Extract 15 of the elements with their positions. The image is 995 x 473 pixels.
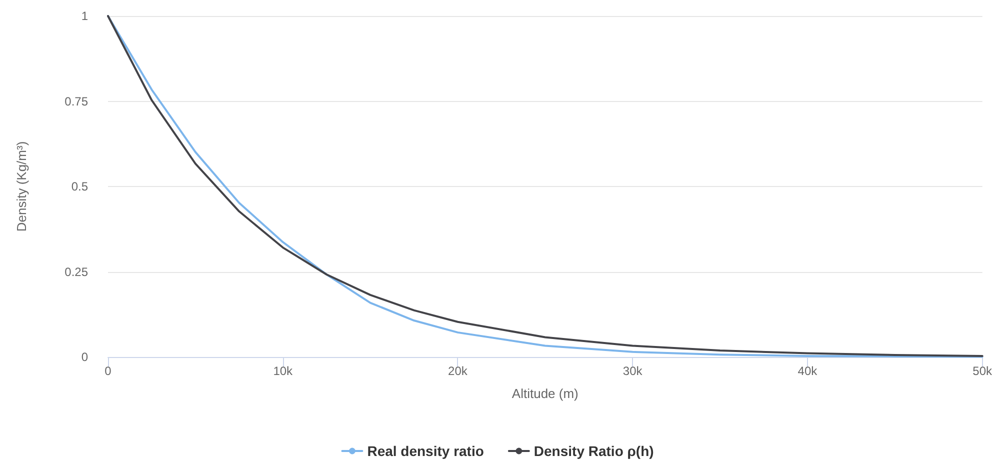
x-tick-label: 40k bbox=[798, 364, 818, 378]
x-tick-label: 10k bbox=[273, 364, 294, 378]
x-tick-label: 30k bbox=[622, 364, 644, 378]
x-tick-label: 20k bbox=[448, 364, 468, 378]
y-tick-label: 0.25 bbox=[64, 264, 88, 279]
y-tick-label: 1 bbox=[81, 9, 88, 23]
legend-label: Density Ratio ρ(h) bbox=[534, 443, 654, 459]
x-tick-label: 0 bbox=[104, 364, 112, 378]
y-tick-label: 0.75 bbox=[64, 94, 88, 108]
y-tick-label: 0 bbox=[81, 350, 88, 364]
y-tick-label: 0.5 bbox=[71, 180, 88, 194]
x-tick-label: 50k bbox=[972, 364, 993, 378]
y-axis-title: Density (Kg/m³) bbox=[14, 141, 29, 232]
x-axis-title: Altitude (m) bbox=[512, 386, 578, 401]
legend-label: Real density ratio bbox=[367, 443, 484, 459]
